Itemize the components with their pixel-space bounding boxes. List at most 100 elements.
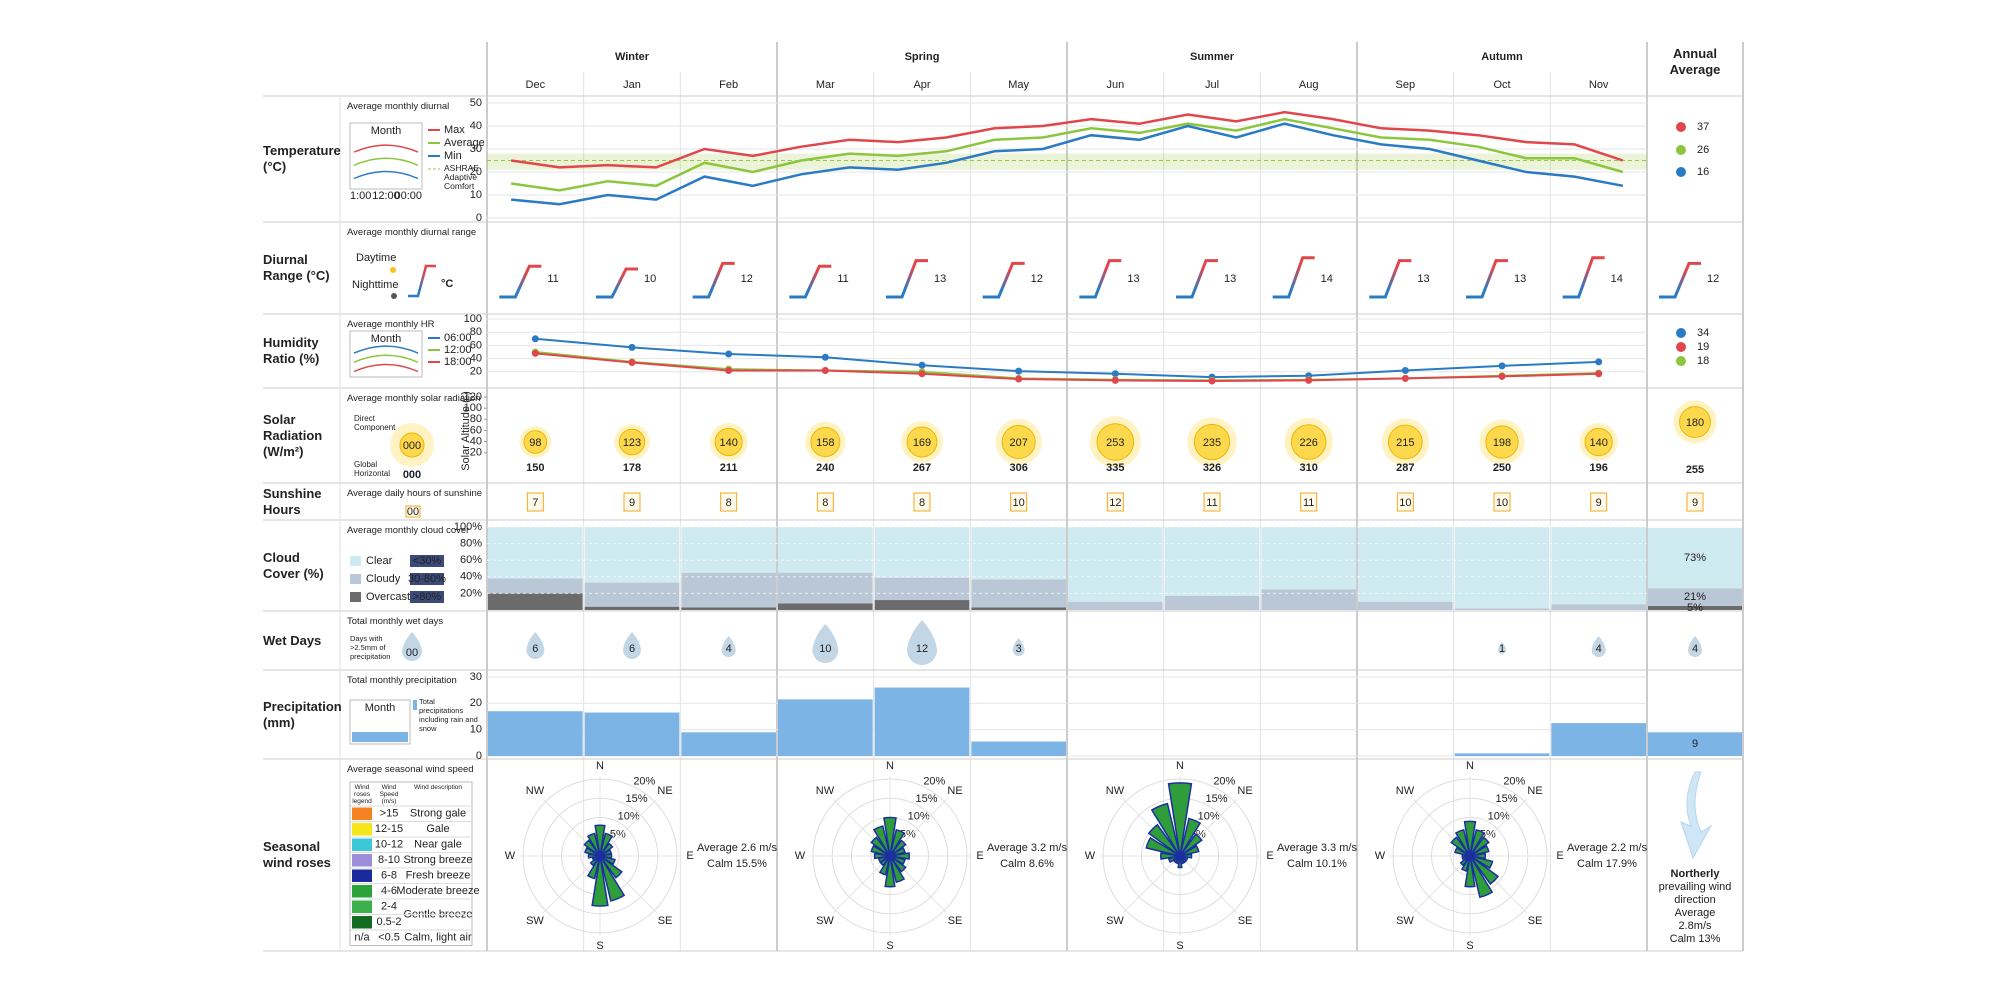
rose-petal: [889, 828, 906, 857]
compass-label: W: [1375, 850, 1386, 862]
legend-label: Clear: [366, 555, 393, 567]
comfort-band: [487, 153, 1647, 170]
diurnal-ramp: [1562, 256, 1605, 299]
cloud-segment: [681, 607, 776, 610]
direct-value: 140: [1589, 437, 1607, 449]
rose-average: Average 3.2 m/s: [987, 842, 1067, 854]
wet-day-value: 6: [629, 643, 635, 655]
legend-label: Average: [444, 137, 485, 149]
cloud-segment: [971, 607, 1066, 610]
y-tick-label: 10: [470, 189, 482, 201]
legend-swatch: [350, 592, 361, 602]
diurnal-ramp: [692, 261, 735, 299]
table-cell: Gale: [426, 823, 449, 835]
table-cell: 0.5-2: [376, 916, 401, 928]
compass-label: NW: [1106, 785, 1125, 797]
rose-ring-label: 15%: [915, 793, 937, 805]
annual-wind-text: 2.8m/s: [1678, 920, 1712, 932]
compass-label: W: [795, 850, 806, 862]
annual-dot: [1676, 356, 1686, 366]
legend-box: [405, 505, 421, 518]
legend-ramp: [408, 264, 436, 298]
sunshine-box: [1300, 492, 1318, 512]
rose-petal: [1469, 844, 1490, 857]
precip-bar: [488, 711, 583, 756]
rose-spoke: [1179, 855, 1237, 913]
sunshine-box: [720, 492, 738, 512]
y-tick-label: 40%: [460, 571, 482, 583]
rose-petal: [873, 852, 891, 860]
legend-label: 12:00: [444, 344, 472, 356]
wet-day-value: 6: [532, 643, 538, 655]
annual-wind-text: direction: [1674, 894, 1716, 906]
rose-petal: [1464, 855, 1476, 888]
rose-petal: [877, 855, 891, 864]
diurnal-value: 13: [1514, 273, 1526, 285]
table-cell: Near gale: [414, 839, 462, 851]
legend-drop: [402, 632, 422, 661]
global-value: 150: [526, 462, 544, 474]
cloud-segment: [1164, 527, 1260, 596]
cloud-segment: [971, 527, 1066, 580]
rose-petal: [1179, 833, 1203, 857]
rose-petal: [1167, 855, 1181, 864]
precip-bar: [971, 741, 1066, 756]
annual-dot: [1676, 342, 1686, 352]
season-label: Spring: [905, 51, 940, 63]
month-label: Jan: [623, 79, 641, 91]
radiation-bubble: [618, 428, 646, 456]
compass-label: S: [596, 940, 603, 952]
compass-label: S: [1176, 940, 1183, 952]
cloud-segment: [874, 600, 970, 610]
wet-day-drop: [907, 620, 937, 665]
month-label: Jul: [1205, 79, 1219, 91]
cloud-segment: [1261, 527, 1356, 590]
sunshine-value: 7: [532, 497, 538, 509]
panel-note: Average seasonal wind speed: [347, 764, 474, 775]
rose-petal: [889, 846, 906, 857]
speed-swatch: [352, 900, 372, 913]
series-point: [531, 349, 539, 357]
rose-petal: [1459, 855, 1471, 867]
prevailing-arrow: [1680, 771, 1713, 860]
row-label: Solar Radiation (W/m²): [263, 411, 323, 459]
sunshine-value: 8: [726, 497, 732, 509]
speed-swatch: [352, 854, 372, 867]
legend-mini-line: [353, 144, 419, 153]
sunshine-box: [1010, 492, 1028, 512]
rose-petal: [1177, 855, 1183, 869]
y-tick-label: 30: [470, 671, 482, 683]
legend-mini-line: [353, 363, 419, 373]
rose-calm: Calm 10.1%: [1287, 858, 1347, 870]
cloud-segment: [1358, 527, 1453, 602]
diurnal-value: 12: [1707, 273, 1719, 285]
compass-label: SE: [658, 915, 673, 927]
rose-ring-label: 20%: [923, 776, 945, 788]
speed-swatch: [352, 823, 372, 836]
compass-label: NW: [526, 785, 545, 797]
wet-day-drop: [1012, 638, 1025, 656]
row-label: Temperature (°C): [263, 143, 341, 174]
month-label: Feb: [719, 79, 738, 91]
y-tick-label: 20: [470, 366, 482, 378]
rose-petal: [870, 836, 891, 857]
sunshine-value: 10: [1013, 497, 1025, 509]
precip-bar: [584, 712, 680, 756]
table-cell: Fresh breeze: [406, 870, 471, 882]
legend-box: [349, 330, 423, 378]
speed-swatch: [352, 916, 372, 929]
cloud-segment: [681, 572, 776, 608]
compass-label: N: [1466, 760, 1474, 772]
rose-ring-label: 5%: [610, 828, 626, 840]
rose-petal: [889, 855, 906, 884]
rose-petal: [879, 855, 891, 867]
annual-dot: [1676, 328, 1686, 338]
cloud-segment: [488, 593, 583, 610]
month-label: Aug: [1299, 79, 1319, 91]
panel-note: Average monthly diurnal: [347, 101, 450, 112]
cloud-segment: [1648, 588, 1742, 606]
rose-petal: [1469, 828, 1486, 857]
wet-day-drop: [812, 624, 839, 663]
legend-range: 30-80%: [408, 573, 446, 585]
series-point: [725, 350, 733, 358]
